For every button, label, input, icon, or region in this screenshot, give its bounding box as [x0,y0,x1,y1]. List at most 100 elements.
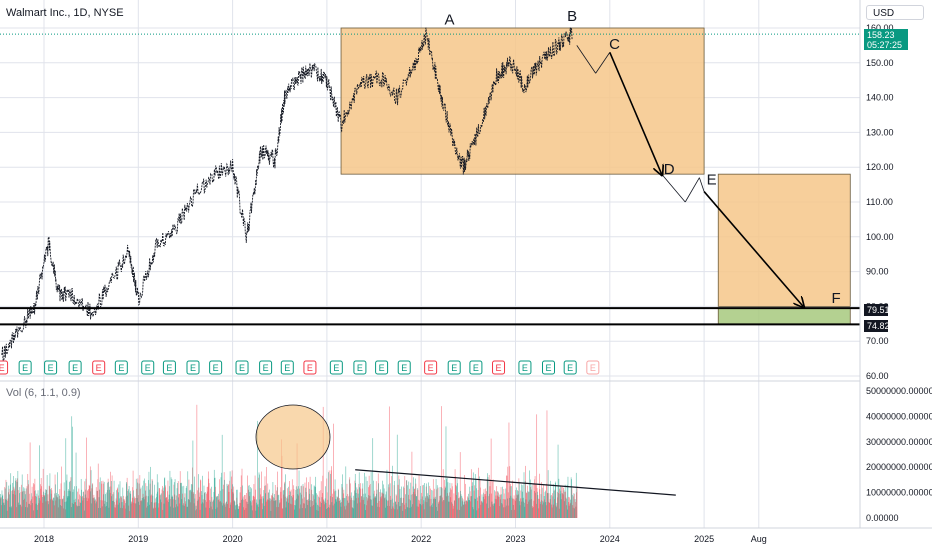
volume-bar [476,510,478,518]
volume-bar [457,492,459,518]
volume-bar [573,494,575,518]
volume-bar [267,499,268,518]
volume-bar [369,485,370,518]
volume-bar [218,493,219,518]
volume-bar [158,488,160,518]
volume-bar [126,483,128,518]
volume-bar [571,488,573,518]
volume-bar [111,475,113,518]
earnings-marker-box [303,360,317,375]
volume-bar [336,496,338,518]
volume-bar [512,499,514,518]
volume-bar [40,478,42,518]
volume-bar [114,501,115,518]
volume-bar [509,466,511,518]
volume-bar [522,491,523,518]
earnings-marker-box [353,360,367,375]
earnings-marker-box [44,360,58,375]
volume-bar [437,510,439,518]
volume-bar [395,494,397,518]
volume-bar [82,496,83,518]
volume-indicator-label[interactable]: Vol (6, 1.1, 0.9) [6,387,81,399]
volume-bar [142,485,143,518]
volume-bar [422,503,424,518]
volume-bar [214,478,216,518]
volume-bar [575,472,577,518]
volume-bar [282,490,284,518]
volume-bar [7,500,8,518]
volume-bar [81,489,82,518]
zone-rect [717,173,851,307]
volume-bar [537,495,539,518]
volume-bar [252,496,254,518]
volume-bar [287,486,289,518]
volume-bar [393,485,395,518]
volume-bar [40,488,42,518]
volume-bar [575,506,577,518]
volume-bar [377,502,378,518]
volume-bar [445,426,447,518]
volume-bar [494,498,496,518]
volume-bar [555,505,557,518]
volume-bar [25,494,26,518]
volume-bar [174,479,176,518]
volume-bar [363,499,364,518]
volume-bar [576,486,578,518]
volume-bar [201,491,202,518]
volume-bar [87,489,89,518]
volume-bar [203,485,205,518]
volume-bar [448,501,450,518]
volume-bar [209,507,210,518]
volume-bar [54,493,56,518]
volume-bar [559,493,561,518]
volume-bar [533,500,535,518]
volume-bar [74,486,75,518]
volume-bar [144,478,145,518]
volume-bar [279,502,281,518]
volume-bar [449,488,451,518]
volume-bar [278,507,279,518]
volume-bar [111,496,113,518]
volume-bar [184,497,185,518]
volume-bar [297,488,298,518]
volume-bar [5,499,6,518]
volume-bar [293,485,294,518]
volume-bar [345,509,346,518]
volume-bar [574,499,576,518]
volume-bar [475,499,477,518]
volume-bar [483,489,485,518]
currency-selector[interactable]: USD [866,5,924,20]
volume-bar [429,485,431,518]
volume-bar [176,504,178,518]
volume-bar [189,490,191,518]
volume-bar [104,503,105,518]
volume-bar [320,490,322,518]
volume-bar [145,495,147,518]
volume-bar [229,471,231,518]
volume-bar [89,485,90,518]
volume-bar [204,492,206,518]
volume-bar [552,493,553,518]
volume-bar [230,502,232,518]
volume-bar [491,504,493,518]
volume-bar [375,481,377,518]
volume-bar [217,499,219,518]
volume-bar [465,483,466,518]
volume-bar [490,438,492,518]
volume-bar [533,507,534,518]
volume-bar [232,492,234,518]
volume-bar [574,508,576,518]
volume-bar [571,494,573,518]
volume-bar [17,490,19,518]
volume-bar [456,486,458,518]
volume-bar [80,503,82,518]
volume-bar [79,502,81,518]
volume-bar [364,472,365,518]
volume-bar [20,491,22,518]
volume-bar [366,480,368,518]
volume-bar [342,497,344,518]
volume-bar [50,489,52,518]
volume-bar [318,505,320,518]
volume-bar [176,488,178,518]
